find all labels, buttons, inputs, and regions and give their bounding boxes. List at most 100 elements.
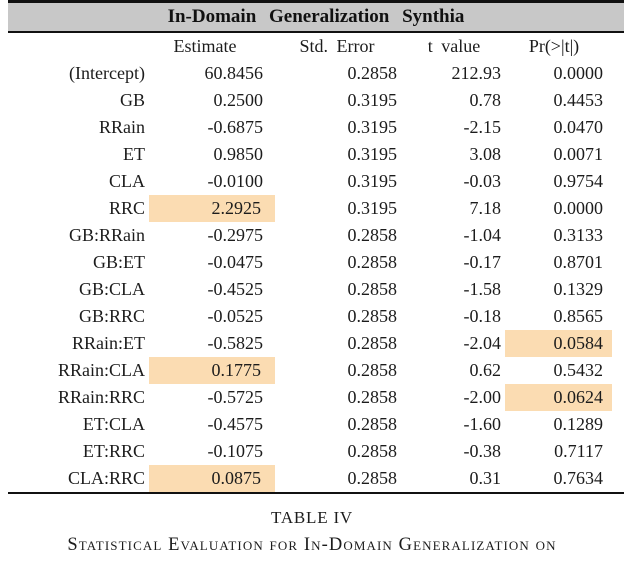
row-label-cell: (Intercept) [69, 62, 145, 83]
table-row: (Intercept) 60.8456 0.2858 212.93 0.0000 [8, 60, 624, 87]
row-label-cell: ET [123, 143, 145, 164]
pr-value-cell: 0.0470 [553, 116, 604, 137]
std-error-cell: 0.3195 [347, 116, 398, 137]
estimate-cell: 0.1775 [147, 356, 277, 384]
row-label-cell: RRain:RRC [57, 386, 145, 407]
table-title: In-Domain Generalization Synthia [8, 2, 624, 31]
t-value-cell: 0.31 [469, 467, 502, 488]
table-row: GB:ET -0.0475 0.2858 -0.17 0.8701 [8, 249, 624, 276]
std-error-cell: 0.2858 [347, 305, 398, 326]
header-row: Estimate Std. Error t value Pr(>|t|) [8, 33, 624, 60]
table-row: GB:RRain -0.2975 0.2858 -1.04 0.3133 [8, 222, 624, 249]
row-label-cell: GB [119, 89, 145, 110]
caption-label: TABLE IV [271, 508, 353, 527]
pr-value-cell: 0.7117 [554, 440, 603, 461]
std-error-cell: 0.2858 [347, 224, 398, 245]
table-row: RRain:RRC -0.5725 0.2858 -2.00 0.0624 [8, 383, 624, 411]
title-rule [8, 30, 624, 33]
column-header-pr: Pr(>|t|) [528, 35, 580, 56]
pr-value-cell: 0.8701 [553, 251, 604, 272]
row-label-cell: RRain:CLA [57, 359, 145, 380]
table-row: GB:RRC -0.0525 0.2858 -0.18 0.8565 [8, 303, 624, 330]
pr-value-cell: 0.1289 [553, 413, 604, 434]
table-row: CLA -0.0100 0.3195 -0.03 0.9754 [8, 168, 624, 195]
pr-value-cell: 0.0000 [553, 62, 604, 83]
estimate-cell: -0.5825 [207, 332, 264, 353]
row-label-cell: ET:CLA [82, 413, 145, 434]
t-value-cell: -0.38 [463, 440, 502, 461]
pr-value-cell: 0.7634 [553, 467, 604, 488]
pr-value-cell: 0.0584 [505, 329, 624, 357]
column-header-t-value: t value [427, 35, 481, 56]
row-label-cell: RRC [108, 197, 145, 218]
std-error-cell: 0.2858 [347, 278, 398, 299]
std-error-cell: 0.2858 [347, 386, 398, 407]
estimate-cell: -0.2975 [207, 224, 264, 245]
t-value-cell: -2.04 [463, 332, 502, 353]
pr-value-cell: 0.0624 [505, 383, 624, 411]
t-value-cell: 0.62 [469, 359, 502, 380]
std-error-cell: 0.2858 [347, 332, 398, 353]
table-row: ET 0.9850 0.3195 3.08 0.0071 [8, 141, 624, 168]
pr-value-cell: 0.0071 [553, 143, 604, 164]
pr-value-cell: 0.1329 [553, 278, 604, 299]
row-label-cell: GB:ET [93, 251, 145, 272]
estimate-cell: 2.2925 [147, 194, 277, 222]
column-header-std-error: Std. Error [299, 35, 375, 56]
t-value-cell: 3.08 [469, 143, 502, 164]
pr-value-cell: 0.3133 [553, 224, 604, 245]
std-error-cell: 0.3195 [347, 143, 398, 164]
table-row: CLA:RRC 0.0875 0.2858 0.31 0.7634 [8, 464, 624, 492]
row-label-cell: CLA [109, 170, 145, 191]
t-value-cell: -1.60 [463, 413, 502, 434]
t-value-cell: 0.78 [469, 89, 502, 110]
statistics-table: Estimate Std. Error t value Pr(>|t|) (In… [8, 33, 624, 492]
estimate-cell: -0.4525 [207, 278, 264, 299]
t-value-cell: -0.17 [463, 251, 502, 272]
estimate-cell: 60.8456 [204, 62, 264, 83]
t-value-cell: 7.18 [469, 197, 502, 218]
row-label-cell: RRain [98, 116, 145, 137]
estimate-cell: -0.0525 [207, 305, 264, 326]
caption-text: Statistical Evaluation for In-Domain Gen… [67, 535, 557, 555]
pr-value-cell: 0.0000 [553, 197, 604, 218]
std-error-cell: 0.2858 [347, 62, 398, 83]
estimate-cell: -0.0475 [207, 251, 264, 272]
table-row: RRain -0.6875 0.3195 -2.15 0.0470 [8, 114, 624, 141]
estimate-cell: 0.2500 [213, 89, 264, 110]
std-error-cell: 0.2858 [347, 440, 398, 461]
std-error-cell: 0.2858 [347, 251, 398, 272]
table-caption: TABLE IV Statistical Evaluation for In-D… [0, 508, 624, 556]
std-error-cell: 0.2858 [347, 359, 398, 380]
table-row: GB:CLA -0.4525 0.2858 -1.58 0.1329 [8, 276, 624, 303]
std-error-cell: 0.3195 [347, 89, 398, 110]
pr-value-cell: 0.8565 [553, 305, 604, 326]
row-label-cell: GB:CLA [78, 278, 145, 299]
std-error-cell: 0.3195 [347, 170, 398, 191]
estimate-cell: -0.1075 [207, 440, 264, 461]
table-row: RRC 2.2925 0.3195 7.18 0.0000 [8, 194, 624, 222]
table-body: (Intercept) 60.8456 0.2858 212.93 0.0000… [8, 60, 624, 492]
t-value-cell: -0.03 [463, 170, 502, 191]
estimate-cell: 0.0875 [147, 464, 277, 492]
estimate-cell: -0.5725 [207, 386, 264, 407]
table-row: ET:RRC -0.1075 0.2858 -0.38 0.7117 [8, 438, 624, 465]
column-header-blank [8, 33, 147, 60]
table-row: RRain:ET -0.5825 0.2858 -2.04 0.0584 [8, 329, 624, 357]
t-value-cell: -2.15 [463, 116, 502, 137]
row-label-cell: CLA:RRC [67, 467, 145, 488]
row-label-cell: GB:RRain [68, 224, 145, 245]
std-error-cell: 0.3195 [347, 197, 398, 218]
std-error-cell: 0.2858 [347, 467, 398, 488]
table-row: GB 0.2500 0.3195 0.78 0.4453 [8, 87, 624, 114]
results-table: In-Domain Generalization Synthia Estimat… [8, 0, 624, 492]
table-row: RRain:CLA 0.1775 0.2858 0.62 0.5432 [8, 356, 624, 384]
bottom-rule [8, 491, 624, 494]
t-value-cell: 212.93 [451, 62, 502, 83]
pr-value-cell: 0.4453 [553, 89, 604, 110]
t-value-cell: -1.58 [463, 278, 502, 299]
t-value-cell: -2.00 [463, 386, 502, 407]
estimate-cell: -0.0100 [207, 170, 264, 191]
t-value-cell: -1.04 [463, 224, 502, 245]
